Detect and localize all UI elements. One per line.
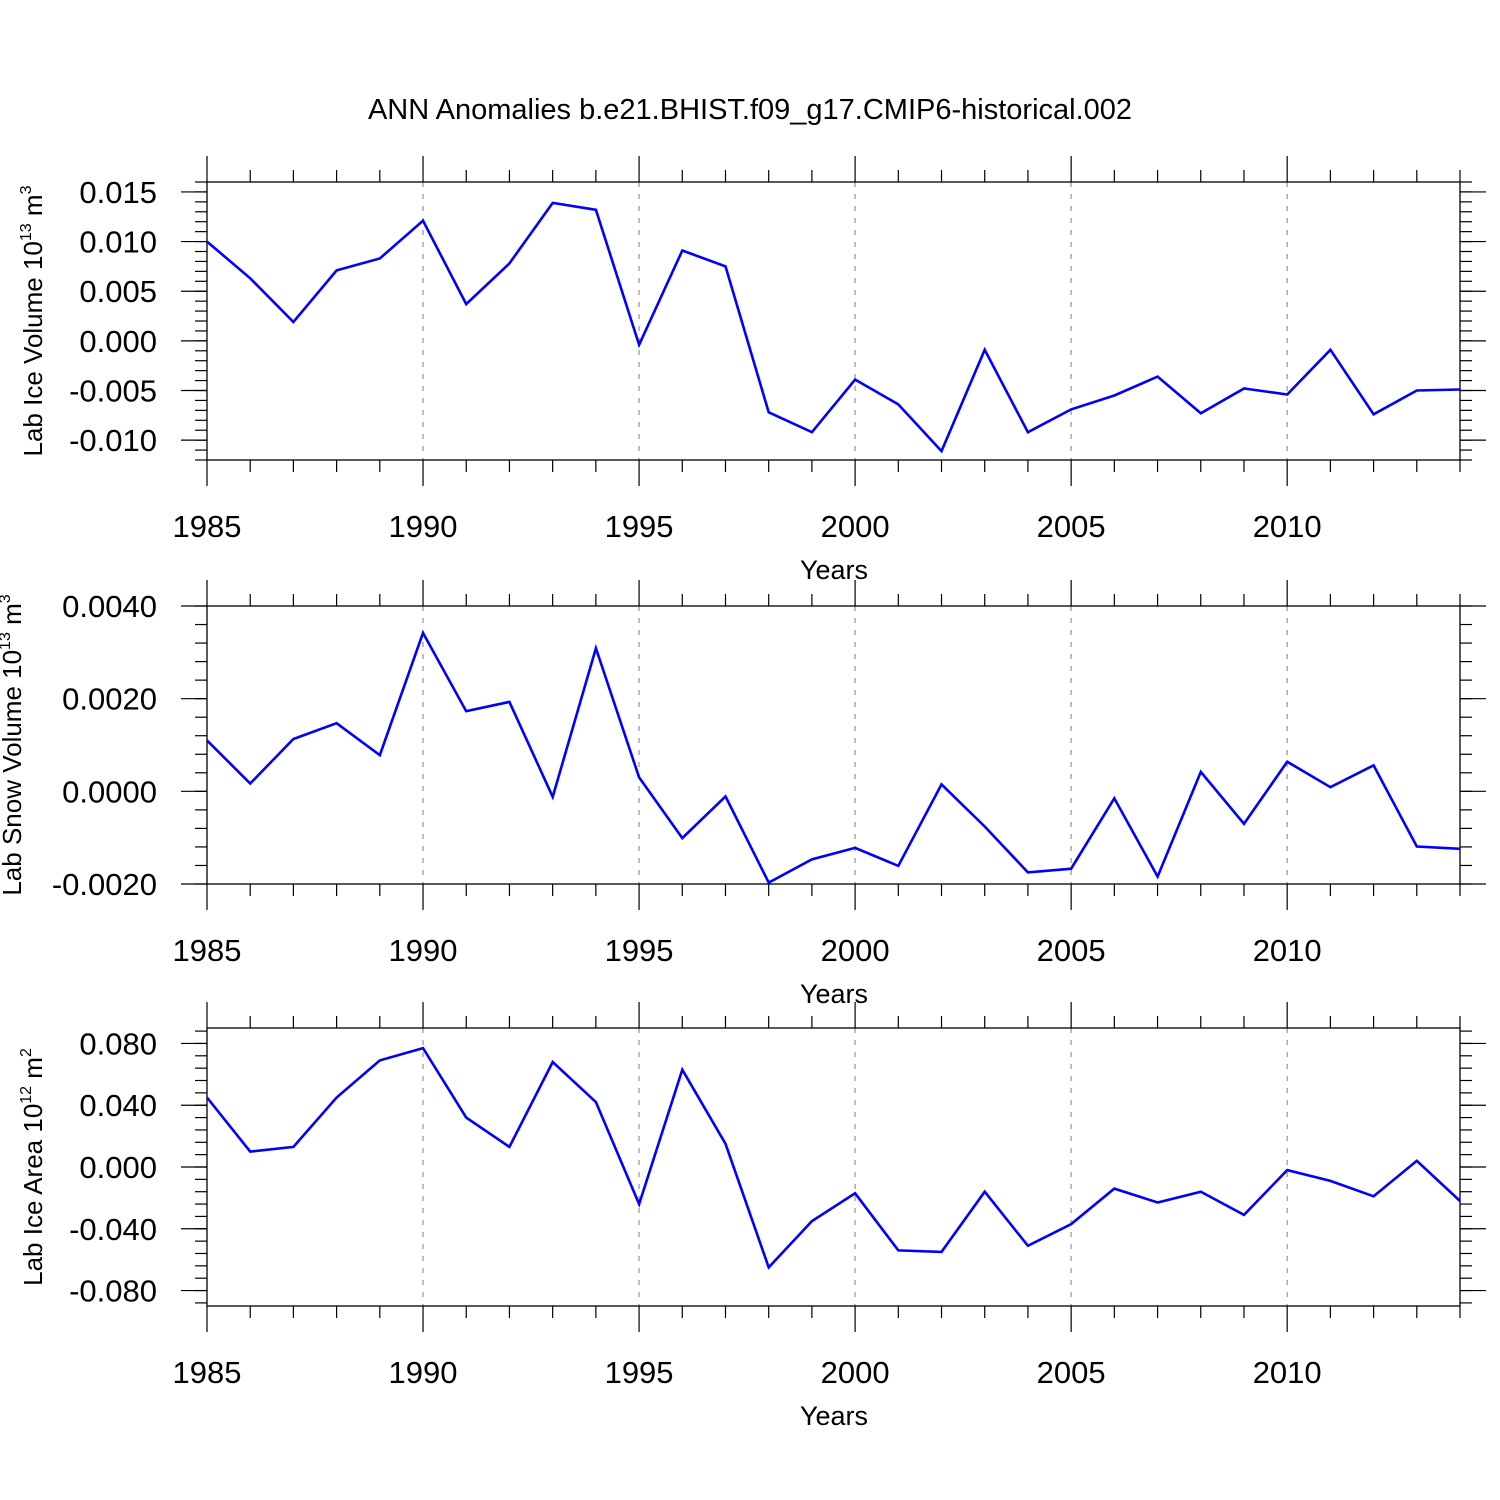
y-axis-label-exponent: 13 bbox=[0, 632, 14, 650]
x-tick-label: 2000 bbox=[821, 509, 890, 544]
x-tick-label: 2010 bbox=[1253, 933, 1322, 968]
y-tick-label: 0.040 bbox=[79, 1088, 157, 1123]
y-axis-label-unit-exponent: 3 bbox=[18, 185, 35, 194]
y-axis-label-exponent: 12 bbox=[18, 1086, 35, 1104]
figure-title: ANN Anomalies b.e21.BHIST.f09_g17.CMIP6-… bbox=[368, 94, 1132, 126]
series-line-lab-ice-area bbox=[205, 1046, 1461, 1270]
y-tick-label: 0.010 bbox=[79, 225, 157, 260]
x-tick-label: 1990 bbox=[389, 509, 458, 544]
y-axis-label-unit: m bbox=[18, 194, 48, 223]
x-axis-label: Years bbox=[800, 555, 868, 585]
x-tick-label: 2010 bbox=[1253, 509, 1322, 544]
x-tick-label: 2000 bbox=[821, 1355, 890, 1390]
y-axis-label: Lab Snow Volume 1013 m3 bbox=[0, 594, 27, 895]
x-tick-label: 1985 bbox=[173, 933, 242, 968]
x-tick-label: 1995 bbox=[605, 933, 674, 968]
y-axis-label-main: Lab Ice Volume 10 bbox=[18, 241, 48, 456]
y-axis-label: Lab Ice Volume 1013 m3 bbox=[18, 185, 48, 456]
plot-frame bbox=[206, 1027, 1461, 1307]
y-tick-label: -0.040 bbox=[69, 1212, 157, 1247]
y-axis-label-exponent: 13 bbox=[18, 223, 35, 241]
y-tick-label: 0.0020 bbox=[62, 682, 157, 717]
y-axis-label-main: Lab Ice Area 10 bbox=[18, 1104, 48, 1286]
plot-frame bbox=[206, 605, 1461, 885]
x-tick-label: 1985 bbox=[173, 509, 242, 544]
y-tick-label: 0.005 bbox=[79, 274, 157, 309]
x-tick-label: 1985 bbox=[173, 1355, 242, 1390]
plot-frame bbox=[206, 181, 1461, 461]
y-tick-label: -0.0020 bbox=[52, 867, 157, 902]
y-axis-label-unit-exponent: 2 bbox=[18, 1048, 35, 1057]
x-tick-label: 2005 bbox=[1037, 933, 1106, 968]
series-line-lab-snow-volume bbox=[206, 629, 1461, 885]
y-tick-label: -0.010 bbox=[69, 423, 157, 458]
y-axis-label-unit: m bbox=[0, 603, 27, 632]
x-axis-label: Years bbox=[800, 979, 868, 1009]
y-tick-label: -0.080 bbox=[69, 1274, 157, 1309]
y-axis-label-unit: m bbox=[18, 1057, 48, 1086]
y-tick-label: 0.080 bbox=[79, 1026, 157, 1061]
y-axis-label: Lab Ice Area 1012 m2 bbox=[18, 1048, 48, 1286]
x-tick-label: 1990 bbox=[389, 933, 458, 968]
x-tick-label: 1990 bbox=[389, 1355, 458, 1390]
x-tick-label: 2005 bbox=[1037, 509, 1106, 544]
y-tick-label: 0.015 bbox=[79, 175, 157, 210]
y-axis-label-unit-exponent: 3 bbox=[0, 594, 14, 603]
y-tick-label: 0.0040 bbox=[62, 589, 157, 624]
x-tick-label: 1995 bbox=[605, 1355, 674, 1390]
x-tick-label: 1995 bbox=[605, 509, 674, 544]
panel-2: 0.0040 0.0020 0.0000 -0.0020 1985 1990 1995 200… bbox=[0, 580, 1486, 1009]
panel-1: 0.015 0.010 0.005 0.000 -0.005 -0.010 1985 1990… bbox=[18, 156, 1486, 585]
y-tick-label: 0.000 bbox=[79, 324, 157, 359]
x-tick-label: 2010 bbox=[1253, 1355, 1322, 1390]
y-tick-label: -0.005 bbox=[69, 374, 157, 409]
panel-3: 0.080 0.040 0.000 -0.040 -0.080 1985 1990 1995 2… bbox=[18, 1002, 1486, 1431]
y-tick-label: 0.000 bbox=[79, 1150, 157, 1185]
x-tick-label: 2000 bbox=[821, 933, 890, 968]
y-axis-label-main: Lab Snow Volume 10 bbox=[0, 650, 27, 896]
x-tick-label: 2005 bbox=[1037, 1355, 1106, 1390]
y-tick-label: 0.0000 bbox=[62, 774, 157, 809]
series-line-lab-ice-volume bbox=[206, 201, 1461, 454]
x-axis-label: Years bbox=[800, 1401, 868, 1431]
